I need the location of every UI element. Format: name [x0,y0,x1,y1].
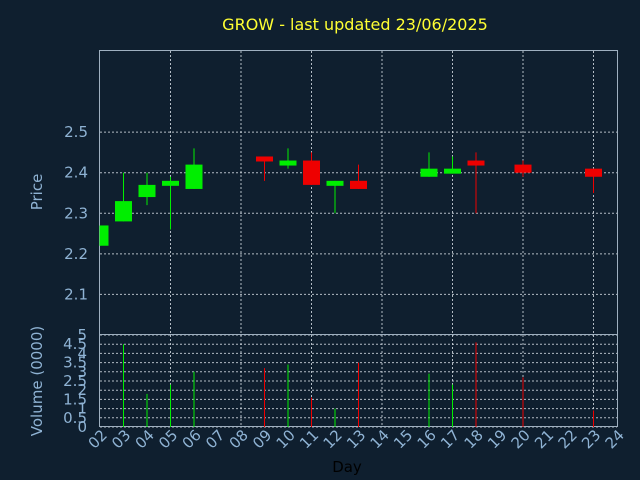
candle [514,160,532,177]
candle [185,148,203,189]
candle [115,172,132,222]
x-tick-label: 11 [296,426,322,452]
x-tick-labels: 0203040506070809101112131415161718192021… [85,426,628,452]
volume-tick-label: 1.5 [63,390,87,408]
candle-body [138,184,156,198]
candle-body [444,168,461,174]
candle [420,152,438,177]
x-tick-label: 06 [179,426,205,452]
volume-tick-label: 3 [77,363,87,381]
x-tick-label: 13 [343,426,369,452]
candle-body [514,164,532,173]
volume-tick-label: 1 [77,400,87,418]
price-tick-label: 2.4 [64,164,88,182]
volume-tick-labels: 00.511.522.533.544.55 [63,326,87,436]
candle-body [303,160,320,185]
x-tick-label: 17 [437,426,463,452]
volume-tick-label: 4 [77,344,87,362]
x-tick-label: 07 [202,426,228,452]
x-tick-label: 09 [249,426,275,452]
candle [138,172,156,206]
volume-axis-label: Volume (0000) [28,326,46,436]
candle-body [115,201,132,222]
candles [99,148,602,246]
x-tick-label: 03 [108,426,134,452]
candle-body [185,164,203,189]
volume-tick-label: 4.5 [63,335,87,353]
x-tick-label: 19 [484,426,510,452]
volume-tick-label: 0.5 [63,409,87,427]
x-tick-label: 23 [578,426,604,452]
volume-tick-label: 2.5 [63,372,87,390]
candle-body [279,160,297,166]
candle [303,152,320,185]
price-tick-label: 2.2 [64,245,88,263]
candle [350,164,367,189]
price-tick-label: 2.3 [64,204,88,222]
candle [279,148,297,169]
x-tick-label: 02 [85,426,111,452]
candle-body [162,180,179,186]
x-tick-label: 24 [602,426,628,452]
candle-body [256,156,273,162]
volume-tick-label: 0 [77,418,87,436]
candle-body [350,180,367,189]
candle [256,156,273,181]
candle [585,168,602,193]
x-tick-label: 16 [414,426,440,452]
x-tick-label: 14 [367,426,393,452]
candle [326,180,344,214]
x-tick-label: 20 [508,426,534,452]
x-tick-label: 21 [531,426,557,452]
price-tick-label: 2.5 [64,123,88,141]
candle [99,225,109,246]
x-tick-label: 22 [555,426,581,452]
x-tick-label: 04 [132,426,158,452]
x-tick-label: 08 [226,426,252,452]
price-tick-labels: 2.1 2.2 2.3 2.4 2.5 [64,123,88,303]
price-panel-frame [99,50,618,335]
candle-body [467,160,485,166]
x-tick-label: 18 [461,426,487,452]
price-grid [100,51,617,335]
x-tick-label: 10 [273,426,299,452]
volume-tick-label: 3.5 [63,354,87,372]
candle [467,152,485,214]
candle [162,176,179,230]
volume-tick-label: 2 [77,381,87,399]
volume-tick-label: 5 [77,326,87,344]
candle-body [100,225,109,246]
x-axis-label: Day [332,458,362,476]
x-tick-label: 05 [155,426,181,452]
volume-bars [123,342,594,427]
price-axis-label: Price [28,174,46,211]
candle [444,156,461,174]
candle-body [326,180,344,186]
x-tick-label: 12 [320,426,346,452]
candle-body [420,168,438,177]
price-tick-label: 2.1 [64,285,88,303]
candle-body [585,168,602,177]
chart-title: GROW - last updated 23/06/2025 [222,15,488,34]
x-tick-label: 15 [390,426,416,452]
